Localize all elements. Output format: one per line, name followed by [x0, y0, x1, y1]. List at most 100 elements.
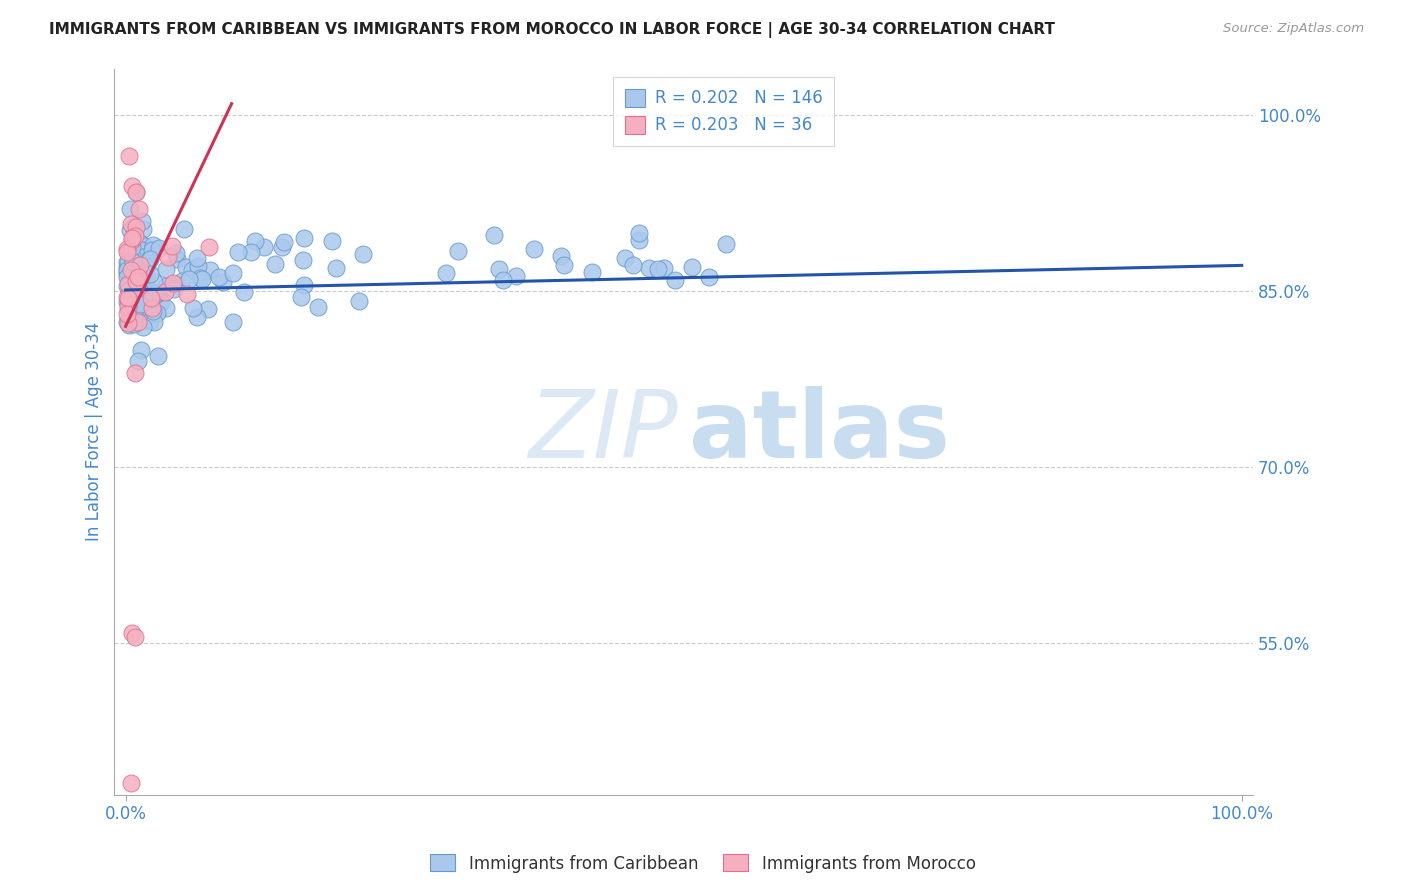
- Point: [352, 247, 374, 261]
- Point: [132, 320, 155, 334]
- Point: [627, 233, 650, 247]
- Point: [125, 281, 148, 295]
- Point: [117, 255, 139, 269]
- Point: [138, 251, 160, 265]
- Point: [127, 354, 149, 368]
- Point: [129, 236, 152, 251]
- Point: [173, 222, 195, 236]
- Point: [186, 259, 208, 273]
- Point: [115, 267, 138, 281]
- Point: [115, 264, 138, 278]
- Point: [141, 301, 163, 315]
- Point: [221, 315, 243, 329]
- Point: [120, 776, 142, 790]
- Point: [681, 260, 703, 274]
- Point: [614, 251, 637, 265]
- Point: [146, 306, 169, 320]
- Point: [117, 279, 139, 293]
- Point: [292, 253, 315, 268]
- Point: [134, 296, 156, 310]
- Text: Source: ZipAtlas.com: Source: ZipAtlas.com: [1223, 22, 1364, 36]
- Point: [273, 235, 295, 249]
- Point: [166, 277, 188, 291]
- Point: [654, 260, 676, 275]
- Point: [155, 301, 177, 316]
- Point: [128, 202, 150, 216]
- Point: [716, 237, 738, 252]
- Point: [550, 249, 572, 263]
- Point: [197, 301, 219, 316]
- Point: [117, 300, 139, 314]
- Point: [115, 260, 138, 275]
- Point: [638, 261, 661, 276]
- Point: [121, 275, 143, 289]
- Point: [141, 243, 163, 257]
- Point: [121, 255, 143, 269]
- Point: [125, 274, 148, 288]
- Point: [697, 270, 720, 285]
- Point: [121, 267, 143, 281]
- Point: [664, 272, 686, 286]
- Point: [143, 315, 166, 329]
- Legend: R = 0.202   N = 146, R = 0.203   N = 36: R = 0.202 N = 146, R = 0.203 N = 36: [613, 77, 834, 146]
- Point: [139, 252, 162, 266]
- Point: [122, 281, 145, 295]
- Point: [165, 246, 187, 260]
- Point: [117, 316, 139, 330]
- Point: [129, 343, 152, 357]
- Point: [181, 262, 204, 277]
- Point: [142, 304, 165, 318]
- Point: [125, 239, 148, 253]
- Point: [121, 243, 143, 257]
- Point: [155, 279, 177, 293]
- Point: [523, 242, 546, 256]
- Point: [347, 293, 370, 308]
- Point: [117, 291, 139, 305]
- Point: [124, 251, 146, 265]
- Point: [125, 219, 148, 234]
- Point: [233, 285, 256, 299]
- Point: [492, 273, 515, 287]
- Point: [239, 244, 262, 259]
- Point: [118, 283, 141, 297]
- Point: [190, 271, 212, 285]
- Point: [129, 300, 152, 314]
- Point: [176, 287, 198, 301]
- Point: [124, 289, 146, 303]
- Point: [121, 240, 143, 254]
- Point: [125, 258, 148, 272]
- Point: [124, 630, 146, 644]
- Point: [127, 258, 149, 272]
- Point: [122, 262, 145, 277]
- Point: [131, 270, 153, 285]
- Point: [156, 250, 179, 264]
- Point: [488, 262, 510, 277]
- Point: [162, 276, 184, 290]
- Point: [121, 243, 143, 257]
- Point: [120, 248, 142, 262]
- Point: [264, 257, 287, 271]
- Point: [124, 228, 146, 243]
- Point: [198, 263, 221, 277]
- Point: [179, 272, 201, 286]
- Point: [131, 250, 153, 264]
- Point: [228, 244, 250, 259]
- Point: [128, 295, 150, 310]
- Point: [134, 266, 156, 280]
- Point: [142, 238, 165, 252]
- Point: [139, 267, 162, 281]
- Point: [124, 288, 146, 302]
- Point: [122, 292, 145, 306]
- Point: [135, 278, 157, 293]
- Point: [148, 241, 170, 255]
- Point: [124, 185, 146, 199]
- Point: [120, 263, 142, 277]
- Point: [132, 239, 155, 253]
- Point: [121, 233, 143, 247]
- Point: [122, 285, 145, 299]
- Point: [121, 249, 143, 263]
- Point: [155, 262, 177, 277]
- Point: [198, 239, 221, 253]
- Point: [212, 275, 235, 289]
- Point: [127, 315, 149, 329]
